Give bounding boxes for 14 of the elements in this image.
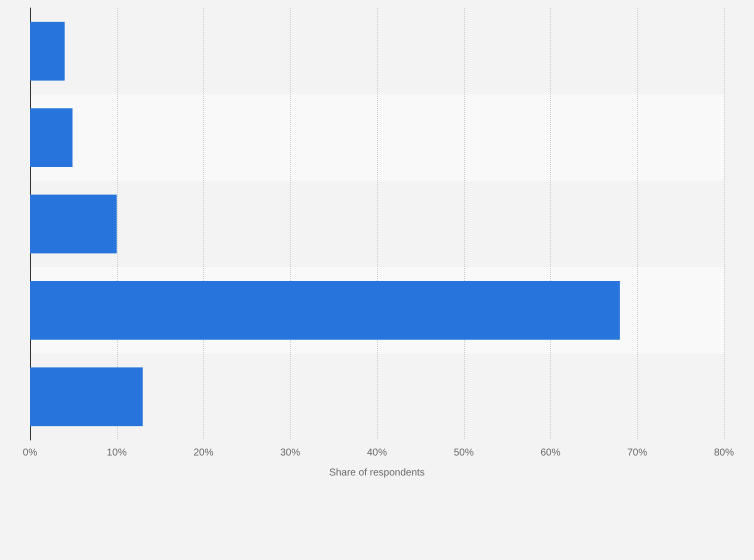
x-tick-label: 80% <box>714 448 734 458</box>
x-tick-label: 70% <box>627 448 648 458</box>
bar <box>30 367 143 426</box>
x-tick-label: 10% <box>106 448 127 458</box>
x-tick-label: 30% <box>280 448 300 458</box>
bar <box>30 194 117 254</box>
x-tick-label: 40% <box>366 448 388 458</box>
x-tick-label: 60% <box>540 448 561 458</box>
bar <box>30 22 65 81</box>
x-axis-title: Share of respondents <box>329 468 425 478</box>
x-tick-label: 50% <box>454 448 474 458</box>
x-tick-label: 20% <box>193 448 214 458</box>
bar <box>30 108 73 167</box>
x-tick-label: 0% <box>22 448 38 458</box>
